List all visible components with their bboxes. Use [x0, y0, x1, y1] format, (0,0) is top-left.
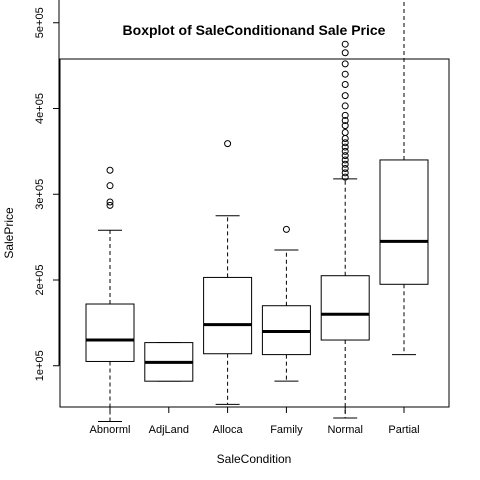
x-tick-label: Normal	[327, 424, 362, 436]
outlier-point	[224, 140, 232, 148]
outlier-point	[341, 122, 349, 130]
x-tick-label: Alloca	[213, 424, 244, 436]
outlier-point	[341, 152, 349, 160]
outlier-point	[341, 80, 349, 88]
y-tick-label: 2e+05	[34, 265, 46, 296]
chart-title: Boxplot of SaleConditionand Sale Price	[123, 22, 386, 38]
box-normal	[320, 40, 370, 419]
outlier-point	[341, 40, 349, 48]
y-tick-label: 3e+05	[34, 179, 46, 210]
outlier-point	[341, 129, 349, 137]
outlier-point	[106, 201, 114, 209]
box-alloca	[203, 140, 253, 405]
boxes-layer	[85, 0, 429, 422]
y-tick-label: 4e+05	[34, 93, 46, 124]
outlier-point	[341, 160, 349, 168]
outlier-point	[282, 225, 290, 233]
outlier-point	[106, 182, 114, 190]
outlier-point	[106, 166, 114, 174]
outlier-point	[341, 139, 349, 147]
y-tick-label: 5e+05	[34, 7, 46, 38]
outlier-point	[341, 169, 349, 177]
outlier-point	[341, 70, 349, 78]
box-family	[261, 225, 311, 382]
outlier-point	[341, 173, 349, 181]
box-adjland	[144, 342, 194, 382]
outlier-point	[341, 147, 349, 155]
outlier-point	[341, 117, 349, 125]
y-axis-label: SalePrice	[2, 207, 16, 259]
outlier-point	[341, 92, 349, 100]
x-tick-label: Family	[270, 424, 303, 436]
x-tick-label: Abnorml	[90, 424, 131, 436]
outlier-point	[341, 102, 349, 110]
box-abnorml	[85, 166, 135, 422]
y-tick-label: 1e+05	[34, 350, 46, 381]
outlier-point	[341, 60, 349, 68]
box-partial	[379, 0, 429, 356]
box-iqr	[203, 276, 253, 355]
x-axis-label: SaleCondition	[217, 452, 292, 466]
outlier-point	[341, 111, 349, 119]
box-iqr	[85, 303, 135, 362]
outlier-point	[106, 198, 114, 206]
outlier-point	[341, 165, 349, 173]
x-tick-label: Partial	[388, 424, 419, 436]
x-tick-label: AdjLand	[149, 424, 189, 436]
outlier-point	[341, 49, 349, 57]
box-iqr	[379, 159, 429, 285]
outlier-point	[341, 143, 349, 151]
x-axis: Abnorml AdjLand Alloca Family Normal Partial	[90, 406, 420, 436]
outlier-point	[341, 156, 349, 164]
box-iqr	[320, 275, 370, 341]
